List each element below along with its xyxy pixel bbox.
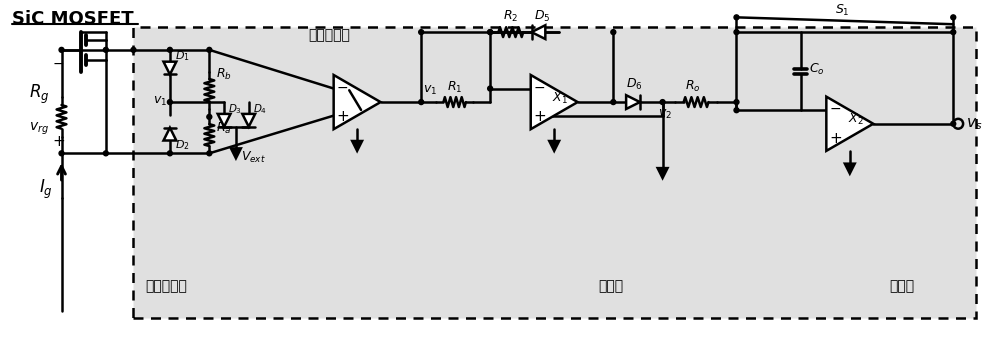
Circle shape [207, 114, 212, 119]
Text: $D_5$: $D_5$ [534, 9, 550, 24]
Polygon shape [231, 148, 241, 158]
Polygon shape [845, 164, 855, 174]
Text: 积分器: 积分器 [889, 279, 914, 293]
Circle shape [734, 30, 739, 35]
Text: −: − [53, 57, 64, 71]
Text: $X_1$: $X_1$ [552, 91, 568, 106]
Text: +: + [534, 109, 546, 124]
Circle shape [103, 48, 108, 52]
Polygon shape [826, 97, 873, 151]
Polygon shape [658, 168, 668, 178]
Text: −: − [534, 81, 545, 95]
Circle shape [611, 30, 616, 35]
Circle shape [207, 48, 212, 52]
Polygon shape [242, 114, 255, 127]
Text: $R_b$: $R_b$ [216, 67, 232, 82]
Circle shape [734, 108, 739, 113]
Circle shape [488, 30, 493, 35]
Text: $R_a$: $R_a$ [216, 121, 232, 136]
Circle shape [419, 100, 424, 104]
Text: $D_1$: $D_1$ [175, 49, 190, 63]
Polygon shape [626, 95, 640, 109]
Circle shape [207, 151, 212, 156]
Text: $C_o$: $C_o$ [809, 62, 825, 77]
Text: $I_g$: $I_g$ [39, 178, 53, 202]
Text: 二极管钳位: 二极管钳位 [145, 279, 187, 293]
Circle shape [951, 121, 956, 126]
Text: $R_g$: $R_g$ [29, 83, 49, 106]
Text: 整流器: 整流器 [599, 279, 624, 293]
Text: 仪表放大器: 仪表放大器 [308, 28, 350, 42]
Polygon shape [218, 114, 231, 127]
Circle shape [103, 151, 108, 156]
Text: −: − [337, 81, 348, 95]
Text: $R_o$: $R_o$ [685, 79, 701, 94]
Text: +: + [337, 109, 349, 124]
Circle shape [488, 86, 493, 91]
Polygon shape [164, 128, 176, 141]
Polygon shape [531, 75, 578, 129]
Text: SiC MOSFET: SiC MOSFET [12, 10, 134, 28]
Circle shape [951, 30, 956, 35]
Polygon shape [334, 75, 381, 129]
Polygon shape [532, 25, 545, 39]
Text: $v_2$: $v_2$ [658, 108, 672, 121]
Circle shape [419, 30, 424, 35]
Text: −: − [829, 102, 841, 116]
Circle shape [131, 48, 136, 52]
Circle shape [59, 151, 64, 156]
Text: +: + [829, 131, 842, 146]
Text: $D_6$: $D_6$ [626, 77, 643, 92]
Text: $v_{rg}$: $v_{rg}$ [29, 121, 49, 137]
Text: $D_3$: $D_3$ [228, 102, 242, 116]
Circle shape [167, 48, 172, 52]
Text: $v_s$: $v_s$ [966, 116, 982, 132]
Text: $R_1$: $R_1$ [447, 80, 462, 95]
Polygon shape [352, 141, 362, 151]
Circle shape [734, 15, 739, 20]
Circle shape [59, 48, 64, 52]
Circle shape [660, 100, 665, 104]
Text: $R_2$: $R_2$ [503, 9, 518, 24]
Polygon shape [549, 141, 559, 151]
Text: $X_2$: $X_2$ [848, 112, 864, 127]
Text: $v_1$: $v_1$ [423, 84, 437, 97]
Circle shape [611, 100, 616, 104]
Circle shape [488, 30, 493, 35]
Text: $D_2$: $D_2$ [175, 139, 190, 152]
Circle shape [951, 15, 956, 20]
Polygon shape [164, 62, 176, 74]
FancyBboxPatch shape [133, 27, 976, 318]
Text: $V_{ext}$: $V_{ext}$ [241, 150, 266, 165]
Text: $S_1$: $S_1$ [835, 3, 850, 18]
Text: $D_4$: $D_4$ [253, 102, 267, 116]
Circle shape [734, 100, 739, 104]
Circle shape [167, 100, 172, 104]
Text: $v_1$: $v_1$ [153, 95, 167, 108]
Circle shape [167, 151, 172, 156]
Text: +: + [53, 134, 65, 149]
